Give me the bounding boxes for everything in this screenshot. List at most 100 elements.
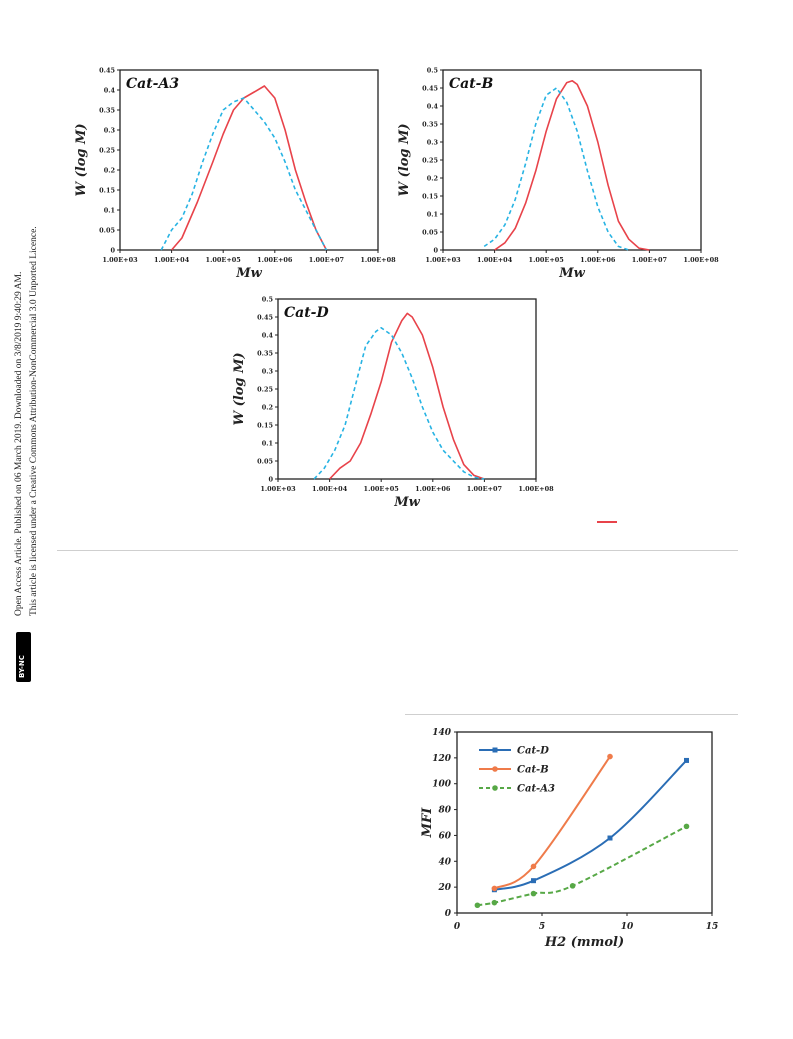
cat-d-ytick-label: 0.2 [262,404,273,412]
mfi-ytick-label: 60 [438,831,451,841]
mfi-point-cat-d [531,878,536,884]
cat-a3-series-dashed [160,97,328,251]
mfi-point-cat-a3 [683,823,690,830]
cat-a3-ytick-label: 0.05 [99,227,115,235]
mfi-point-cat-d [607,835,613,841]
cat-a3-xtick-label: 1.00E+03 [102,256,138,264]
mfi-xlabel: H2 (mmol) [544,935,624,950]
cat-d-xtick-label: 1.00E+04 [312,485,348,493]
cat-a3-ylabel: W (log M) [74,123,89,196]
cat-d-plot-frame [277,298,537,480]
cat-d-ytick-label: 0.35 [257,350,273,358]
cat-b-ytick-label: 0.25 [422,157,438,165]
mfi-xtick-label: 10 [621,922,634,932]
mfi-point-cat-b [530,863,537,870]
cat-a3-xtick-label: 1.00E+08 [360,256,396,264]
cat-d-ytick-label: 0.5 [262,296,274,304]
cat-a3-ytick-label: 0.3 [104,127,116,135]
cat-b-xtick-label: 1.00E+07 [632,256,667,264]
cat-b-ytick-label: 0.5 [427,67,439,75]
cat-a3-ytick-label: 0.1 [104,207,115,215]
mfi-xtick-label: 5 [539,922,545,932]
cat-a3-xtick-label: 1.00E+04 [154,256,190,264]
cat-d-xtick-label: 1.00E+06 [415,485,451,493]
cat-b-ylabel: W (log M) [397,123,412,196]
chart-cat-d: 0 0.05 0.1 0.15 0.2 0.25 0.3 0.35 0.4 0.45 0.5 1.00… [232,296,554,511]
mfi-ytick-label: 20 [437,883,451,893]
cat-d-ytick-label: 0.3 [262,368,274,376]
cat-b-xtick-label: 1.00E+03 [425,256,461,264]
mfi-legend-label-cat-d: Cat-D [517,746,549,757]
cat-b-ytick-label: 0.15 [422,193,438,201]
cat-a3-ytick-label: 0.25 [99,147,115,155]
cat-d-ytick-label: 0.15 [257,422,273,430]
cat-a3-xtick-label: 1.00E+07 [309,256,344,264]
cat-b-series-solid [494,79,650,251]
cat-d-xtick-label: 1.00E+07 [467,485,502,493]
mfi-plot-frame [456,731,713,914]
cat-a3-series-solid [170,85,328,251]
mfi-point-cat-a3 [530,890,537,897]
mfi-legend-label-cat-b: Cat-B [517,765,549,776]
cat-b-ytick-label: 0.35 [422,121,438,129]
cat-d-ytick-label: 0 [268,476,273,484]
cat-a3-plot-frame [119,69,379,251]
chart-cat-a3: 0 0.05 0.1 0.15 0.2 0.25 0.3 0.35 0.4 0.45 1.00E+0… [74,67,396,282]
cat-a3-title: Cat-A3 [126,76,179,92]
cat-d-xtick-label: 1.00E+05 [364,485,400,493]
mfi-ytick-label: 0 [445,909,452,919]
cat-d-title: Cat-D [284,305,329,321]
cat-a3-ytick-label: 0.2 [104,167,115,175]
cat-b-xtick-label: 1.00E+04 [477,256,513,264]
chart-mfi: 0 20 40 60 80 100 120 140 0 5 10 15 H2 (mmol) MFI Cat-… [420,728,719,950]
mfi-legend-marker-cat-d [492,747,498,753]
mfi-point-cat-a3 [474,902,481,909]
mfi-ylabel: MFI [420,807,435,839]
cc-license-badge[interactable]: BY-NC [16,632,31,682]
cat-d-xtick-label: 1.00E+08 [518,485,554,493]
sidebar-text-line1: Open Access Article. Published on 06 Mar… [14,271,24,616]
mfi-xtick-label: 0 [454,922,461,932]
mfi-point-cat-a3 [491,899,498,906]
mfi-point-cat-b [607,753,613,760]
cat-b-ytick-label: 0.05 [422,229,438,237]
cat-d-ytick-label: 0.1 [262,440,273,448]
cat-d-series-solid [329,312,485,480]
mfi-point-cat-d [684,757,689,763]
cat-a3-ytick-label: 0.35 [99,107,115,115]
mfi-series-cat-d [494,759,688,891]
mfi-legend-marker-cat-a3 [492,785,498,791]
cc-badge-label: BY-NC [18,655,26,678]
mfi-point-cat-a3 [569,883,576,889]
cat-d-xtick-label: 1.00E+03 [260,485,296,493]
mfi-ytick-label: 140 [432,728,452,738]
mfi-ytick-label: 120 [432,754,452,764]
chart-cat-b: 0 0.05 0.1 0.15 0.2 0.25 0.3 0.35 0.4 0.45 0.5 1.00… [397,67,719,282]
cat-b-plot-frame [442,69,702,251]
mfi-ytick-label: 40 [438,857,451,867]
cat-b-xtick-label: 1.00E+08 [683,256,719,264]
cat-b-ytick-label: 0.4 [427,103,439,111]
cat-a3-xlabel: Mw [235,266,262,281]
cat-b-title: Cat-B [449,76,493,92]
cat-a3-xtick-label: 1.00E+05 [206,256,242,264]
mfi-series-cat-b [493,756,611,890]
cat-a3-ytick-label: 0.45 [99,67,115,75]
sidebar-text-line2: This article is licensed under a Creativ… [29,226,39,616]
mfi-xtick-label: 15 [706,922,719,932]
cat-b-ytick-label: 0.3 [427,139,439,147]
mfi-series-cat-a3 [477,825,687,907]
cat-a3-ytick-label: 0 [110,247,115,255]
mfi-point-cat-b [491,885,498,892]
mfi-ytick-label: 80 [438,806,451,816]
cat-b-ytick-label: 0 [433,247,438,255]
mfi-ytick-label: 100 [432,780,452,790]
cat-d-series-dashed [313,326,485,480]
red-mark [597,521,617,523]
divider-line-1 [57,550,738,551]
cat-d-ylabel: W (log M) [232,352,247,425]
cat-a3-xtick-label: 1.00E+06 [257,256,293,264]
mfi-legend-marker-cat-b [492,766,498,772]
cat-b-ytick-label: 0.1 [427,211,438,219]
